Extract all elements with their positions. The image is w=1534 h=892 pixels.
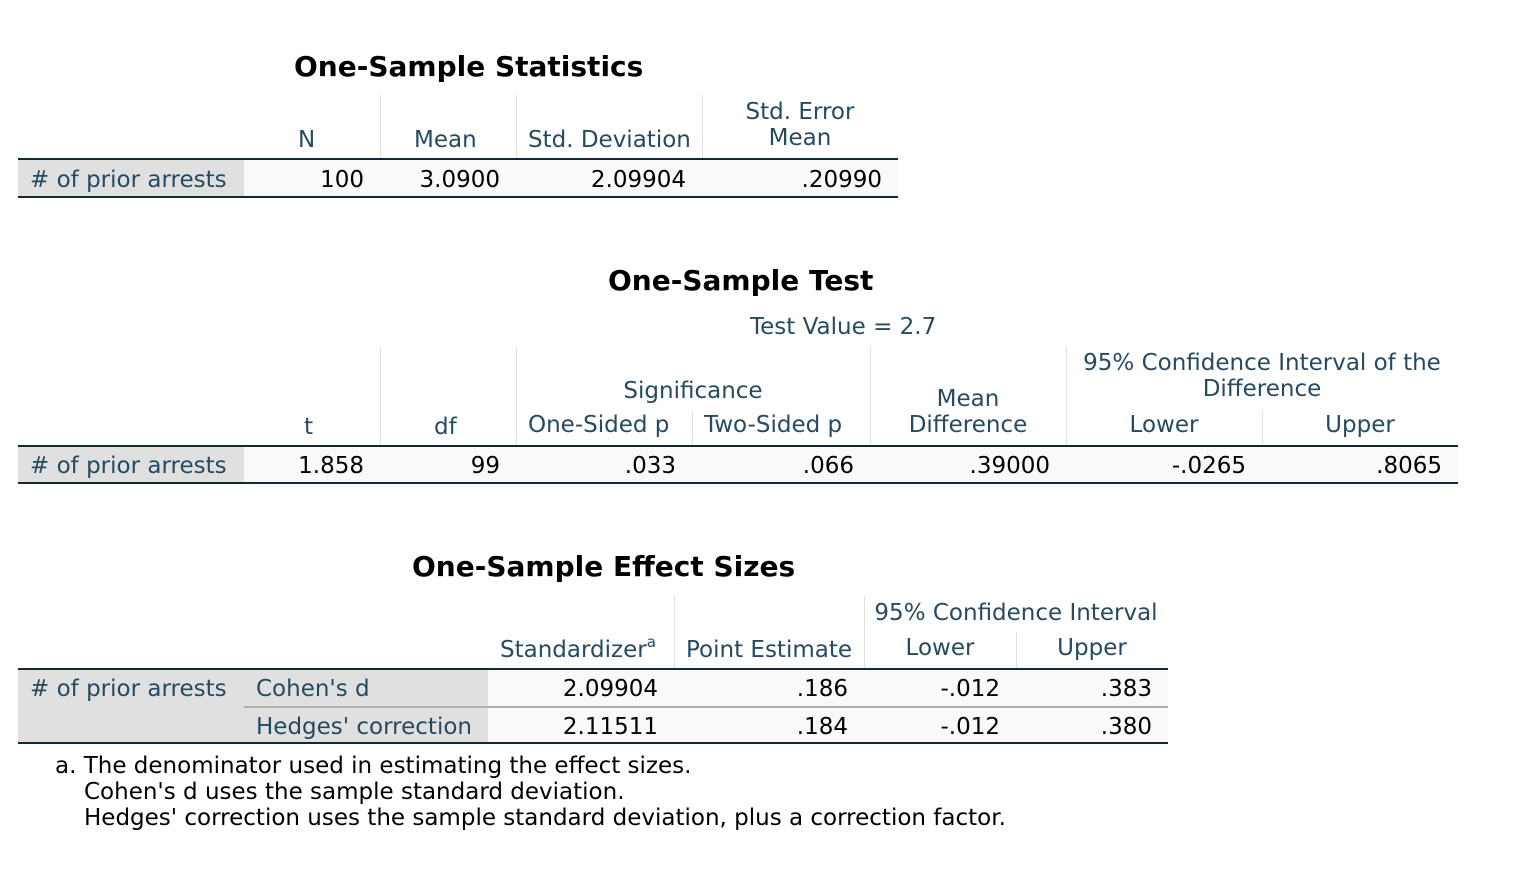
column-divider [702, 95, 703, 198]
cell-upper: .8065 [1376, 453, 1442, 479]
cell-n: 100 [320, 167, 364, 193]
row-separator [244, 706, 1168, 708]
column-header-std-error-mean-line2: Mean [768, 125, 832, 151]
column-header-std-error-mean-line1: Std. Error [745, 99, 855, 125]
column-divider [516, 95, 517, 198]
row-label-band [18, 160, 244, 197]
cell-lower: -.0265 [1171, 453, 1246, 479]
header-rule [18, 158, 898, 160]
row-label: # of prior arrests [30, 167, 227, 193]
cell-point-estimate: .186 [796, 676, 848, 702]
row-label: # of prior arrests [30, 453, 227, 479]
test-value-label: Test Value = 2.7 [750, 314, 937, 340]
cell-one-sided-p: .033 [624, 453, 676, 479]
footnote-line: Cohen's d uses the sample standard devia… [84, 779, 625, 805]
cell-df: 99 [470, 453, 500, 479]
column-header-ci-line1: 95% Confidence Interval of the [1083, 350, 1441, 376]
row-label-band [18, 447, 244, 484]
column-divider [380, 95, 381, 198]
cell-standardizer: 2.11511 [562, 714, 658, 740]
column-header-mean-difference-line1: Mean [936, 386, 1000, 412]
cell-std-deviation: 2.09904 [590, 167, 686, 193]
cell-two-sided-p: .066 [802, 453, 854, 479]
column-divider [870, 346, 871, 484]
column-header-one-sided-p: One-Sided p [528, 412, 670, 438]
column-header-standardizer: Standardizera [500, 635, 656, 664]
column-header-lower: Lower [1129, 412, 1199, 438]
column-header-ci-line2: Difference [1202, 376, 1322, 402]
data-band [244, 447, 1458, 484]
column-header-upper: Upper [1325, 412, 1395, 438]
header-rule [18, 445, 1458, 447]
column-header-point-estimate: Point Estimate [686, 637, 853, 663]
column-header-ci: 95% Confidence Interval [874, 600, 1158, 626]
cell-std-error-mean: .20990 [801, 167, 882, 193]
cell-mean: 3.0900 [419, 167, 500, 193]
bottom-rule [18, 482, 1458, 484]
row-label-hedges-correction: Hedges' correction [256, 714, 472, 740]
footnote-marker: a [646, 633, 656, 651]
header-rule [18, 668, 1168, 670]
variable-label: # of prior arrests [30, 676, 227, 702]
cell-point-estimate: .184 [796, 714, 848, 740]
row-label-cohens-d: Cohen's d [256, 676, 370, 702]
column-header-std-deviation: Std. Deviation [528, 127, 691, 153]
footnote-line: Hedges' correction uses the sample stand… [84, 805, 1006, 831]
table-title: One-Sample Statistics [294, 50, 644, 83]
footnote-a: a. The denominator used in estimating th… [55, 753, 692, 779]
column-header-lower: Lower [905, 635, 975, 661]
column-divider [516, 346, 517, 484]
cell-upper: .380 [1100, 714, 1152, 740]
standardizer-label: Standardizer [500, 637, 647, 663]
column-header-df: df [434, 414, 457, 440]
table-title: One-Sample Test [608, 264, 874, 297]
cell-mean-difference: .39000 [969, 453, 1050, 479]
column-header-two-sided-p: Two-Sided p [704, 412, 843, 438]
bottom-rule [18, 196, 898, 198]
bottom-rule [18, 742, 1168, 744]
cell-standardizer: 2.09904 [562, 676, 658, 702]
column-header-t: t [304, 414, 314, 440]
cell-t: 1.858 [298, 453, 364, 479]
column-header-mean-difference-line2: Difference [908, 412, 1028, 438]
column-divider [380, 346, 381, 484]
column-header-mean: Mean [414, 127, 477, 153]
column-header-significance: Significance [623, 378, 763, 404]
column-header-upper: Upper [1057, 635, 1127, 661]
cell-lower: -.012 [940, 676, 1000, 702]
cell-lower: -.012 [940, 714, 1000, 740]
column-divider [1066, 346, 1067, 484]
column-header-n: N [298, 127, 316, 153]
cell-upper: .383 [1100, 676, 1152, 702]
table-title: One-Sample Effect Sizes [412, 550, 796, 583]
data-band [244, 160, 898, 197]
